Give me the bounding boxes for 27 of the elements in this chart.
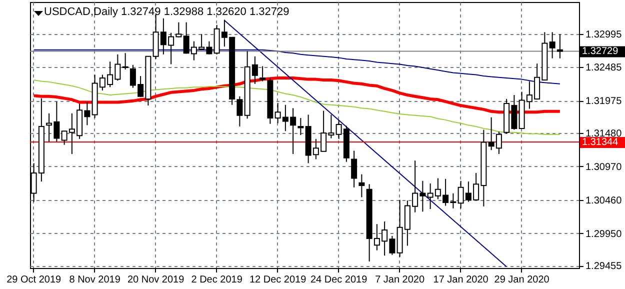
candlestick [122, 52, 128, 70]
x-tick-label: 7 Jan 2020 [375, 274, 425, 286]
x-tick-label: 20 Nov 2019 [127, 274, 185, 286]
candlestick [298, 117, 304, 136]
candlestick [260, 66, 266, 82]
candlestick [549, 32, 556, 59]
candlestick [358, 174, 365, 198]
line-series [33, 79, 560, 135]
y-tick-label: 1.32485 [586, 62, 622, 74]
x-tick-label: 12 Dec 2019 [249, 274, 307, 286]
x-tick-label: 29 Jan 2020 [494, 274, 550, 286]
y-tick-label: 1.31975 [586, 96, 622, 108]
y-tick-label: 1.29950 [586, 228, 622, 240]
x-tick-label: 24 Dec 2019 [310, 274, 368, 286]
chart-title: USDCAD,Daily 1.32749 1.32988 1.32620 1.32729 [44, 6, 290, 18]
candlestick [351, 150, 358, 188]
x-tick-label: 29 Oct 2019 [6, 274, 62, 286]
ref-line-label: 1.31344 [582, 136, 619, 148]
x-tick-label: 2 Dec 2019 [191, 274, 243, 286]
ref-line-label: 1.32729 [582, 46, 619, 58]
y-tick-label: 1.30460 [586, 195, 622, 206]
y-tick-label: 1.29455 [586, 261, 622, 272]
candlestick [556, 34, 563, 59]
x-tick-label: 17 Jan 2020 [433, 274, 489, 286]
y-tick-label: 1.32995 [586, 29, 622, 40]
x-tick-label: 8 Nov 2019 [69, 274, 121, 286]
y-tick-label: 1.30970 [586, 162, 622, 173]
